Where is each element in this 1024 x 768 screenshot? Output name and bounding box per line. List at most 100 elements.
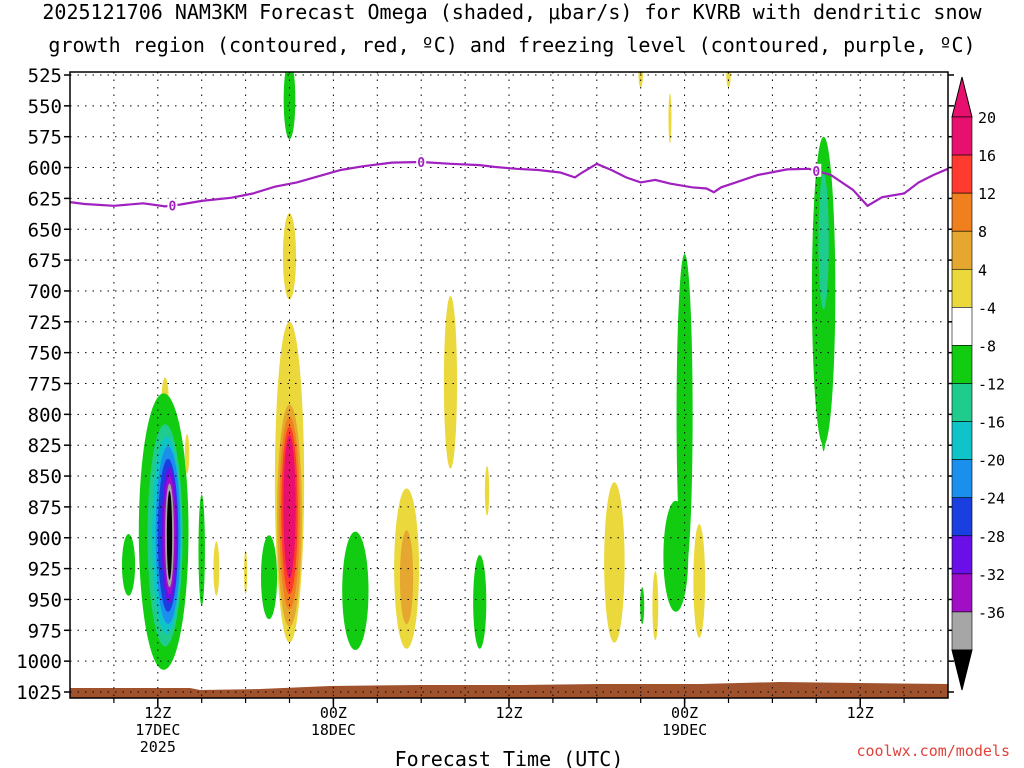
x-tick-label: 12Z: [847, 704, 874, 722]
y-tick-label: 700: [28, 281, 62, 303]
colorbar-label: -12: [978, 376, 1005, 394]
colorbar-label: -32: [978, 566, 1005, 584]
y-tick-label: 900: [28, 528, 62, 550]
y-tick-label: 725: [28, 312, 62, 334]
colorbar-swatch: [951, 535, 973, 575]
colorbar-top-arrow: [951, 76, 973, 118]
x-tick-label: 00Z: [671, 704, 698, 722]
y-tick-label: 575: [28, 127, 62, 149]
omega-8-cell: [283, 72, 296, 140]
omega-8-cell: [640, 587, 645, 625]
freezing-level-label-bg: [167, 198, 178, 212]
freezing-level-label-bg: [811, 163, 822, 177]
omega-8-cell: [820, 377, 827, 452]
omega-4-cell: [604, 482, 625, 643]
colorbar-label: 20: [978, 109, 996, 127]
colorbar-label: -28: [978, 528, 1005, 546]
x-tick-label: 12Z: [495, 704, 522, 722]
colorbar-swatch: [951, 611, 973, 651]
y-tick-label: 800: [28, 404, 62, 426]
colorbar-label: -36: [978, 604, 1005, 622]
y-tick-label: 750: [28, 343, 62, 365]
y-tick-label: 975: [28, 620, 62, 642]
colorbar-label: 16: [978, 147, 996, 165]
colorbar-swatch: [951, 383, 973, 422]
colorbar-label: 4: [978, 261, 987, 279]
omega-4-cell: [652, 571, 659, 641]
omega-4-cell: [693, 524, 706, 638]
omega-4-cell: [244, 550, 248, 595]
omega-8-cell: [260, 535, 278, 620]
freezing-level-label: 0: [417, 156, 425, 171]
colorbar-label: -4: [978, 299, 996, 317]
omega-4-cell: [213, 541, 220, 596]
y-tick-label: 550: [28, 96, 62, 118]
y-tick-label: 1000: [16, 651, 62, 673]
omega-8-cell: [399, 530, 414, 625]
omega-4-cell: [282, 213, 297, 300]
terrain-surface: [70, 682, 948, 698]
omega-40-cell: [166, 490, 173, 580]
y-tick-label: 625: [28, 188, 62, 210]
colorbar-swatch: [951, 268, 973, 308]
colorbar-swatch: [951, 497, 973, 537]
freezing-level-label: 0: [169, 199, 177, 214]
y-tick-label: 850: [28, 466, 62, 488]
colorbar-swatch: [951, 154, 973, 194]
colorbar-label: -24: [978, 490, 1005, 508]
x-tick-label: 19DEC: [662, 721, 707, 739]
x-tick-label: 12Z: [144, 704, 171, 722]
x-tick-label: 18DEC: [311, 721, 356, 739]
y-tick-label: 775: [28, 374, 62, 396]
x-tick-label: 2025: [140, 738, 176, 756]
colorbar-swatch: [951, 345, 973, 384]
y-tick-label: 950: [28, 589, 62, 611]
y-tick-label: 675: [28, 250, 62, 272]
y-tick-label: 925: [28, 559, 62, 581]
chart-title-line-1: 2025121706 NAM3KM Forecast Omega (shaded…: [42, 0, 982, 24]
y-tick-label: 650: [28, 219, 62, 241]
colorbar-label: -16: [978, 414, 1005, 432]
omega-4-cell: [484, 466, 490, 516]
omega-8-cell: [473, 555, 487, 649]
omega-8-cell: [121, 534, 136, 596]
colorbar-swatch: [951, 192, 973, 232]
freezing-level-layer: 0 0 0: [70, 154, 948, 214]
colorbar-label: 12: [978, 185, 996, 203]
colorbar-swatch: [951, 230, 973, 270]
chart-title-line-2: growth region (contoured, red, ºC) and f…: [48, 33, 976, 57]
colorbar-swatch: [951, 421, 973, 460]
x-tick-label: 17DEC: [135, 721, 180, 739]
x-tick-label: 00Z: [320, 704, 347, 722]
colorbar: 20 16 12 8 4 -4 -8 -12 -16 -20 -24 -28 -32 -36: [951, 76, 1005, 691]
x-axis-label: Forecast Time (UTC): [395, 747, 624, 768]
y-tick-label: 525: [28, 65, 62, 87]
colorbar-bottom-arrow: [951, 649, 973, 691]
omega-4-cell: [668, 93, 672, 143]
omega-4-cell: [443, 295, 458, 469]
omega-8-cell: [198, 494, 205, 606]
y-tick-label: 1025: [16, 682, 62, 704]
omega-8-cell: [676, 253, 693, 575]
y-tick-label: 825: [28, 435, 62, 457]
colorbar-label: -8: [978, 337, 996, 355]
omega-4-cell: [184, 434, 190, 474]
y-tick-label: 600: [28, 158, 62, 180]
colorbar-label: -20: [978, 452, 1005, 470]
colorbar-swatch: [951, 307, 973, 346]
freezing-level-label: 0: [812, 165, 820, 180]
colorbar-swatch: [951, 116, 973, 156]
colorbar-swatch: [951, 573, 973, 613]
colorbar-swatch: [951, 459, 973, 499]
y-axis: 525 550 575 600 625 650 675 700 725 750 775 800 825 8…: [16, 65, 954, 704]
omega-12-cell: [818, 173, 829, 310]
terrain-layer: [70, 682, 948, 698]
colorbar-label: 8: [978, 223, 987, 241]
omega-8-cell: [342, 531, 369, 651]
source-credit: coolwx.com/models: [856, 742, 1010, 760]
omega-8-cell: [663, 500, 689, 612]
y-tick-label: 875: [28, 497, 62, 519]
freezing-level-label-bg: [416, 154, 427, 168]
